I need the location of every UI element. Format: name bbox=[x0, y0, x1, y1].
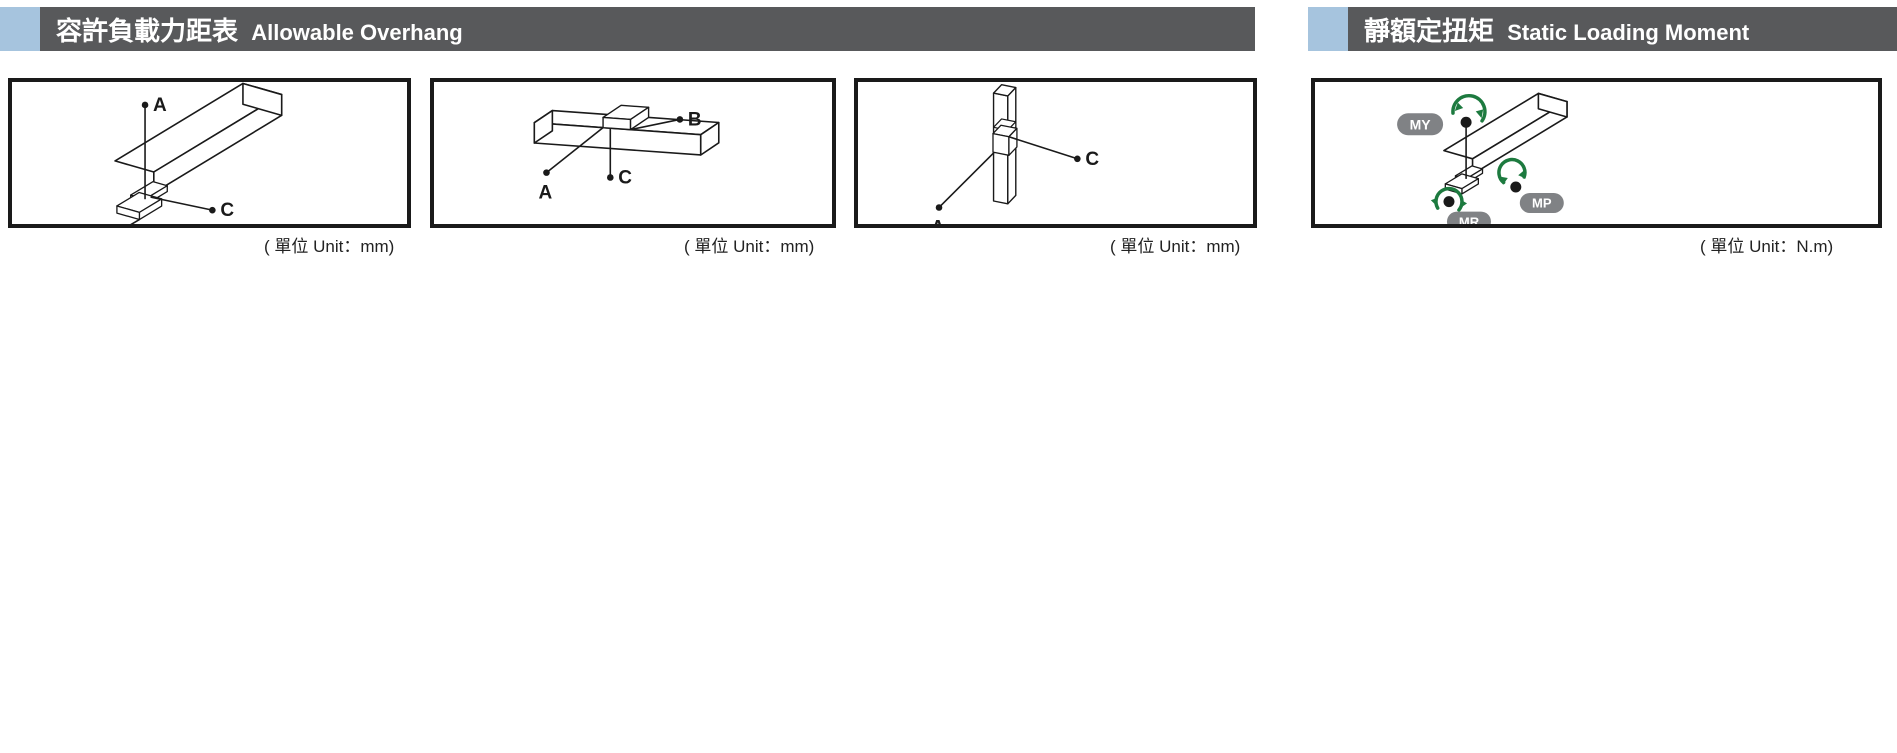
svg-text:MP: MP bbox=[1532, 196, 1552, 211]
svg-text:C: C bbox=[618, 167, 632, 188]
svg-text:B: B bbox=[688, 109, 702, 130]
svg-text:A: A bbox=[153, 95, 167, 116]
svg-text:MR: MR bbox=[1459, 214, 1480, 228]
svg-text:C: C bbox=[220, 200, 234, 221]
svg-text:C: C bbox=[1085, 149, 1099, 170]
svg-text:MY: MY bbox=[1410, 116, 1432, 132]
svg-text:A: A bbox=[538, 183, 552, 204]
svg-text:A: A bbox=[931, 217, 945, 228]
